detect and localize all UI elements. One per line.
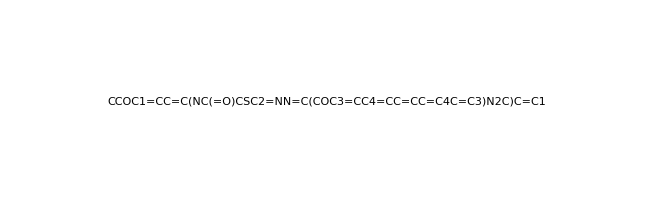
Text: CCOC1=CC=C(NC(=O)CSC2=NN=C(COC3=CC4=CC=CC=C4C=C3)N2C)C=C1: CCOC1=CC=C(NC(=O)CSC2=NN=C(COC3=CC4=CC=C… xyxy=(107,97,546,107)
